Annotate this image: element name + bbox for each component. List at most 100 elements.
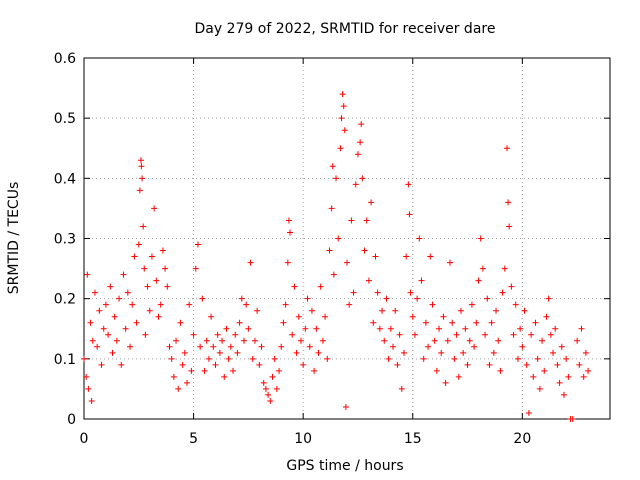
- data-point: [297, 337, 304, 344]
- data-point: [363, 217, 370, 224]
- data-point: [383, 295, 390, 302]
- data-point: [276, 367, 283, 374]
- data-point: [155, 313, 162, 320]
- data-point: [157, 301, 164, 308]
- y-tick-label: 0.6: [54, 51, 76, 67]
- data-point: [135, 241, 142, 248]
- data-point: [381, 337, 388, 344]
- data-point: [361, 247, 368, 254]
- data-point: [287, 229, 294, 236]
- data-point: [582, 349, 589, 356]
- data-point: [385, 355, 392, 362]
- data-point: [505, 199, 512, 206]
- data-point: [464, 361, 471, 368]
- data-point: [311, 367, 318, 374]
- data-point: [554, 361, 561, 368]
- data-point: [162, 265, 169, 272]
- x-tick-label: 5: [189, 431, 198, 447]
- x-tick-label: 15: [404, 431, 422, 447]
- data-point: [341, 127, 348, 134]
- gridlines: [84, 58, 610, 419]
- data-point: [379, 307, 386, 314]
- data-point: [96, 307, 103, 314]
- data-point: [159, 247, 166, 254]
- data-point: [514, 355, 521, 362]
- data-point: [262, 385, 269, 392]
- data-point: [221, 373, 228, 380]
- data-point: [558, 343, 565, 350]
- data-point: [576, 361, 583, 368]
- data-point: [100, 325, 107, 332]
- data-point: [403, 253, 410, 260]
- data-point: [387, 325, 394, 332]
- data-point: [422, 319, 429, 326]
- data-point: [406, 211, 413, 218]
- y-axis-label: SRMTID / TECUs: [6, 182, 22, 295]
- data-point: [188, 367, 195, 374]
- data-point: [140, 223, 147, 230]
- data-point: [436, 325, 443, 332]
- data-point: [88, 397, 95, 404]
- data-point: [133, 319, 140, 326]
- data-point: [420, 355, 427, 362]
- data-point: [512, 301, 519, 308]
- data-point: [477, 235, 484, 242]
- data-point: [442, 379, 449, 386]
- data-point: [98, 361, 105, 368]
- data-point: [451, 355, 458, 362]
- data-point: [148, 253, 155, 260]
- data-point: [179, 361, 186, 368]
- data-point: [192, 265, 199, 272]
- data-point: [324, 355, 331, 362]
- data-point: [170, 373, 177, 380]
- data-point: [210, 343, 217, 350]
- data-point: [338, 115, 345, 122]
- data-point: [510, 331, 517, 338]
- data-point: [260, 379, 267, 386]
- data-point: [136, 187, 143, 194]
- data-point: [203, 337, 210, 344]
- data-point: [471, 343, 478, 350]
- data-point: [280, 319, 287, 326]
- data-point: [214, 331, 221, 338]
- data-point: [319, 337, 326, 344]
- data-point: [89, 337, 96, 344]
- data-point: [243, 301, 250, 308]
- data-point: [466, 337, 473, 344]
- data-point: [300, 361, 307, 368]
- data-point: [120, 271, 127, 278]
- y-tick-label: 0: [67, 412, 76, 428]
- y-tick-label: 0.5: [54, 111, 76, 127]
- data-point: [285, 217, 292, 224]
- data-point: [83, 373, 90, 380]
- data-point: [238, 295, 245, 302]
- data-point: [273, 385, 280, 392]
- data-point: [107, 283, 114, 290]
- data-point: [563, 355, 570, 362]
- data-point: [197, 343, 204, 350]
- data-point: [146, 307, 153, 314]
- data-point: [539, 337, 546, 344]
- data-point: [370, 319, 377, 326]
- data-point: [532, 319, 539, 326]
- data-point: [240, 337, 247, 344]
- data-point: [501, 265, 508, 272]
- data-point: [85, 385, 92, 392]
- data-point: [534, 355, 541, 362]
- data-point: [225, 355, 232, 362]
- data-point: [105, 331, 112, 338]
- data-point: [517, 325, 524, 332]
- data-point: [545, 295, 552, 302]
- data-point: [390, 343, 397, 350]
- data-point: [486, 361, 493, 368]
- data-point: [219, 337, 226, 344]
- data-point: [337, 145, 344, 152]
- data-point: [194, 241, 201, 248]
- data-point: [552, 325, 559, 332]
- data-point: [87, 319, 94, 326]
- data-point: [569, 416, 576, 422]
- data-point: [245, 325, 252, 332]
- data-point: [493, 307, 500, 314]
- data-point: [396, 331, 403, 338]
